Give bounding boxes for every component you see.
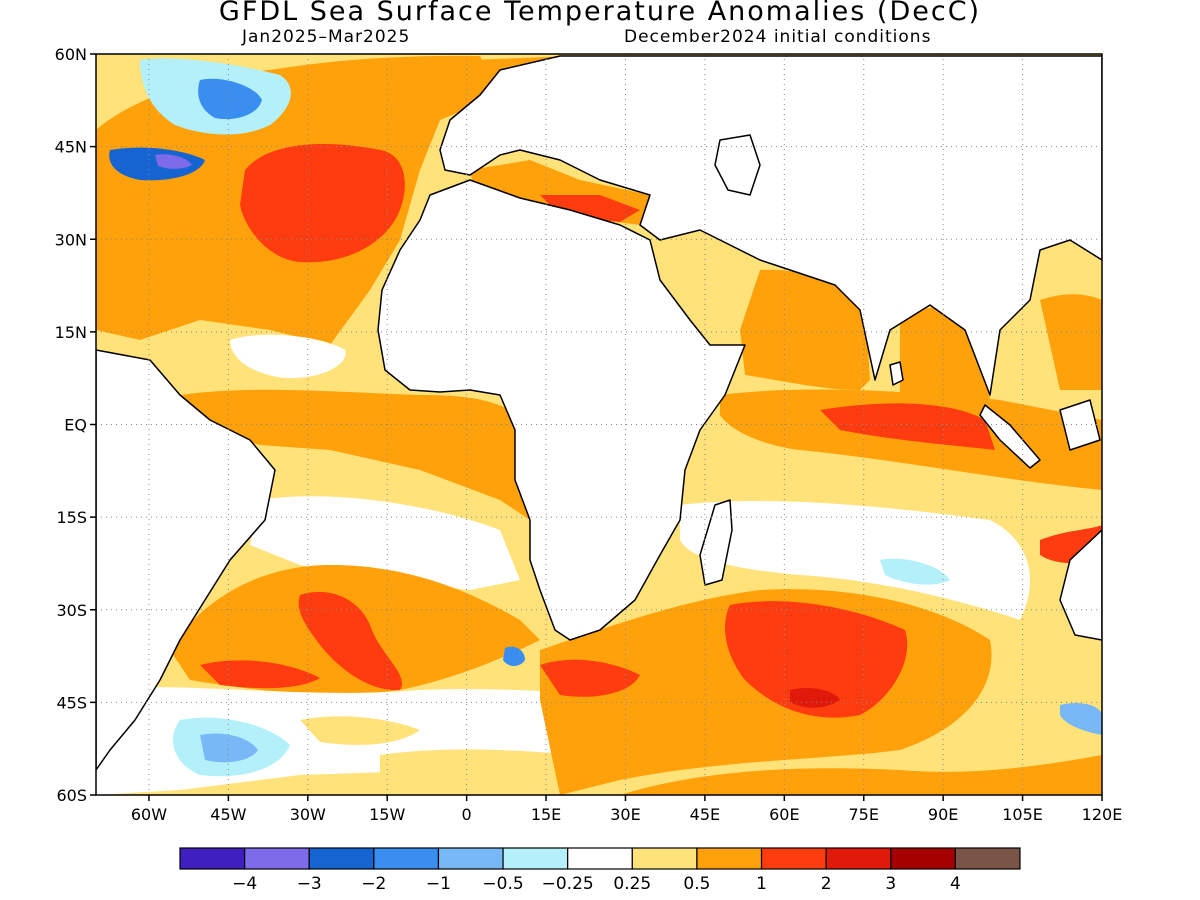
colorbar-label: −1 (426, 874, 451, 894)
colorbar-swatch (567, 847, 633, 870)
borneo-landmass (1059, 399, 1101, 451)
lon-tick-label: 15E (531, 805, 561, 824)
south-atlantic-strong-warm-patch (298, 591, 403, 691)
colorbar: −4 −3 −2 −1 −0.5 −0.25 0.25 0.5 1 2 3 4 (179, 847, 1021, 894)
tropical-atlantic-warm-band (180, 389, 530, 520)
colorbar-label: 0.25 (613, 874, 651, 894)
south-indian-strong-warm (725, 601, 908, 718)
axis-ticks: 60N 45N 30N 15N EQ 15S 30S 45S 60S 60W 45W 30W 15W 0 1… (55, 45, 1123, 824)
labrador-blue-core (198, 78, 262, 120)
west-pacific-warm (1040, 294, 1102, 390)
lat-tick-label: 30S (56, 601, 87, 620)
lat-tick-label: 60S (56, 786, 87, 805)
colorbar-swatch (631, 847, 698, 870)
south-indian-cold-streaks (880, 558, 950, 585)
colorbar-label: −3 (297, 874, 322, 894)
lon-tick-label: 120E (1082, 805, 1123, 824)
argentine-basin-strong-warm (200, 660, 320, 689)
drake-passage-cold-core (200, 733, 258, 763)
cape-verde-pale-patch (230, 334, 346, 379)
colorbar-swatch (179, 847, 246, 870)
colorbar-label: −0.25 (542, 874, 594, 894)
colorbar-swatch (373, 847, 440, 870)
newfoundland-purple-core (155, 154, 192, 169)
colorbar-swatch (244, 847, 310, 870)
lon-tick-label: 15W (369, 805, 405, 824)
lon-tick-label: 90E (928, 805, 958, 824)
colorbar-swatch (825, 847, 892, 870)
colorbar-swatch (760, 847, 827, 870)
arabian-sea-warm (740, 269, 870, 390)
colorbar-swatch (890, 847, 956, 870)
africa-landmass (377, 179, 746, 641)
colorbar-swatch (308, 847, 375, 870)
south-indian-neutral (680, 500, 1030, 620)
lon-tick-label: 0 (462, 805, 472, 824)
south-indian-southern-warm (620, 755, 1102, 795)
lon-tick-label: 45W (210, 805, 246, 824)
colorbar-label: −4 (232, 874, 257, 894)
lat-tick-label: 15N (55, 323, 87, 342)
agulhas-strong-warm (540, 659, 640, 697)
lon-tick-label: 30W (290, 805, 326, 824)
colorbar-label: 1 (756, 874, 767, 894)
europe-landmass (439, 55, 1102, 396)
lon-tick-label: 30E (610, 805, 640, 824)
colorbar-label: 4 (950, 874, 961, 894)
map-title: GFDL Sea Surface Temperature Anomalies (… (218, 0, 982, 27)
lat-tick-label: 45S (56, 693, 87, 712)
lon-tick-label: 105E (1002, 805, 1043, 824)
map-gridlines (96, 54, 1102, 795)
sumatra-landmass (979, 404, 1041, 469)
newfoundland-cold-core (109, 147, 205, 181)
colorbar-label: −0.5 (482, 874, 523, 894)
lon-tick-label: 75E (849, 805, 879, 824)
lat-tick-label: EQ (64, 416, 87, 435)
lat-tick-label: 45N (55, 138, 87, 157)
colorbar-label: 0.5 (683, 874, 710, 894)
colorbar-swatch (954, 847, 1021, 870)
north-atlantic-strong-warm (240, 144, 405, 263)
south-america-landmass (96, 349, 276, 771)
lon-tick-label: 60W (131, 805, 167, 824)
colorbar-label: 2 (821, 874, 832, 894)
southern-ocean-warm-streak (300, 716, 420, 745)
lon-tick-label: 60E (769, 805, 799, 824)
madagascar-landmass (699, 499, 733, 586)
caspian-sea (714, 134, 761, 196)
equatorial-indian-strong-warm (820, 403, 995, 450)
colorbar-swatch (502, 847, 569, 870)
colorbar-label: −2 (361, 874, 386, 894)
lat-tick-label: 60N (55, 45, 87, 64)
south-atlantic-small-cold-core (503, 646, 525, 666)
lat-tick-label: 15S (56, 508, 87, 527)
australia-landmass (1059, 529, 1102, 641)
colorbar-swatch (437, 847, 504, 870)
lat-tick-label: 30N (55, 230, 87, 249)
map-field (96, 54, 1102, 795)
lon-tick-label: 45E (690, 805, 720, 824)
southeast-indian-cold-patch (1060, 703, 1102, 735)
forecast-period: Jan2025–Mar2025 (242, 27, 411, 47)
initial-conditions: December2024 initial conditions (624, 27, 932, 47)
colorbar-label: 3 (885, 874, 896, 894)
sri-lanka-landmass (889, 361, 904, 386)
colorbar-swatch (696, 847, 763, 870)
south-indian-hot-core (790, 688, 840, 708)
